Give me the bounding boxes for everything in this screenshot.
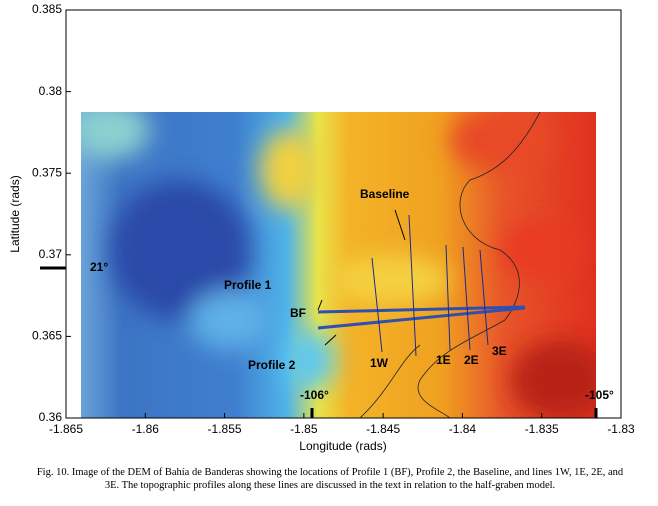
annotation: 21°	[90, 260, 108, 274]
annotation: Baseline	[360, 187, 410, 201]
caption: Fig. 10. Image of the DEM of Bahía de Ba…	[36, 467, 624, 491]
x-tick-label: -1.845	[366, 422, 400, 436]
x-axis-label: Longitude (rads)	[299, 439, 386, 453]
profile-lines	[40, 209, 598, 418]
annotation: 1E	[436, 353, 451, 367]
annotation: -105°	[585, 388, 614, 402]
x-tick-label: -1.835	[525, 422, 559, 436]
axes-frame	[65, 9, 622, 419]
x-tick-label: -1.865	[49, 422, 83, 436]
y-tick-label: 0.385	[32, 2, 62, 16]
y-tick-label: 0.36	[39, 410, 63, 424]
annotation: Profile 1	[224, 278, 272, 292]
annotation: BF	[290, 306, 306, 320]
annotation: -106°	[300, 388, 329, 402]
chart: 21° -106° -105° Profile 1 BF Profile 2 B…	[8, 2, 635, 453]
y-tick-label: 0.375	[32, 165, 62, 179]
dem-image	[81, 112, 596, 418]
x-tick-label: -1.83	[607, 422, 635, 436]
annotation: Profile 2	[248, 358, 296, 372]
annotation: 1W	[370, 356, 389, 370]
y-tick-label: 0.38	[39, 84, 63, 98]
y-tick-label: 0.37	[39, 247, 63, 261]
x-tick-label: -1.86	[132, 422, 160, 436]
annotation: 3E	[492, 344, 507, 358]
x-tick-label: -1.85	[290, 422, 318, 436]
y-tick-label: 0.365	[32, 329, 62, 343]
x-tick-label: -1.855	[208, 422, 242, 436]
annotation: 2E	[464, 353, 479, 367]
x-tick-label: -1.84	[449, 422, 477, 436]
y-axis-label: Latitude (rads)	[8, 175, 22, 252]
